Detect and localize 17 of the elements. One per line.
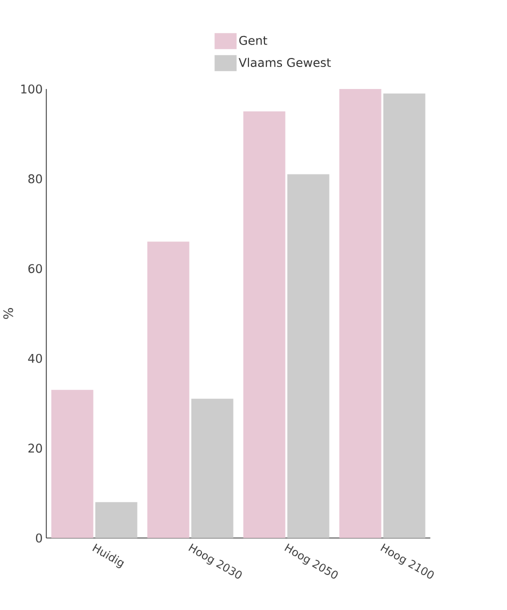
y-tick-label: 80	[28, 174, 42, 184]
y-tick-label: 60	[28, 264, 42, 274]
bar	[51, 390, 94, 538]
bar	[95, 502, 138, 538]
y-tick-label: 20	[28, 444, 42, 453]
bar	[191, 398, 234, 538]
bar	[287, 174, 330, 538]
y-axis-title: %	[3, 308, 13, 319]
bar	[243, 111, 286, 538]
y-tick-label: 0	[36, 533, 42, 543]
legend-label: Vlaams Gewest	[238, 58, 331, 68]
bar	[383, 93, 426, 538]
bar	[339, 88, 382, 538]
legend-label: Gent	[239, 36, 268, 45]
y-tick-label: 40	[28, 354, 42, 363]
bar	[147, 242, 190, 538]
y-tick-label: 100	[21, 84, 42, 94]
